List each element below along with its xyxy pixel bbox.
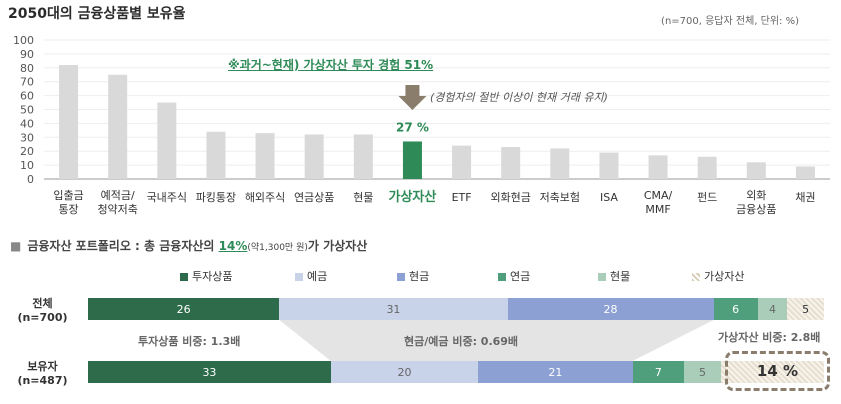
bar: [452, 145, 472, 179]
heading-suffix: 가 가상자산: [307, 239, 368, 253]
x-tick-label: 입출금 통장: [53, 189, 83, 216]
legend-label: 가상자산: [704, 270, 745, 283]
x-tick-label: 저축보험: [540, 191, 580, 204]
x-tick-label: 현물: [353, 191, 373, 204]
bar-segment: 5: [684, 361, 721, 383]
ratio-virtual: 가상자산 비중: 2.8배: [718, 331, 821, 344]
bar: [746, 162, 766, 179]
bar-segment: 6: [713, 298, 758, 320]
x-tick-label: 가상자산: [389, 189, 437, 205]
legend-swatch: [692, 273, 700, 281]
y-tick-label: 70: [20, 76, 34, 89]
bar: [304, 134, 324, 179]
bar-segment: 26: [88, 298, 280, 320]
legend-item: 가상자산: [692, 268, 744, 284]
y-tick-label: 100: [13, 34, 34, 47]
legend-label: 현금: [409, 270, 430, 283]
legend-item: 현금: [397, 268, 429, 284]
bar: [648, 155, 668, 179]
bar: [697, 156, 717, 179]
y-tick-label: 60: [20, 90, 34, 103]
legend-swatch: [295, 273, 303, 281]
page-title: 2050대의 금융상품별 보유율: [8, 6, 186, 22]
ratio-cash-deposit: 현금/예금 비중: 0.69배: [404, 335, 519, 348]
y-tick-label: 50: [20, 104, 34, 117]
row-label-holders-name: 보유자: [27, 360, 58, 373]
bar: [157, 102, 177, 179]
x-tick-label: 국내주식: [147, 191, 187, 204]
highlight-text: ※과거~현재) 가상자산 투자 경험 51%: [228, 58, 434, 72]
row-label-holders-n: (n=487): [17, 374, 68, 387]
y-tick-label: 40: [20, 117, 34, 130]
legend-swatch: [397, 273, 405, 281]
x-tick-label: ETF: [452, 191, 472, 204]
bar-segment: 33: [88, 361, 331, 383]
bar: [353, 134, 373, 179]
bullet-icon: ■: [10, 239, 22, 253]
virtual-asset-highlight-box: 14 %: [725, 351, 830, 391]
row-label-all-name: 전체: [32, 297, 53, 310]
legend-swatch: [180, 273, 188, 281]
y-tick-label: 10: [20, 159, 34, 172]
row-label-holders: 보유자 (n=487): [10, 360, 75, 388]
ratio-investment: 투자상품 비중: 1.3배: [138, 335, 241, 348]
y-tick-label: 90: [20, 48, 34, 61]
legend-label: 투자상품: [192, 270, 233, 283]
bar-segment: 5: [787, 298, 824, 320]
legend-label: 예금: [307, 270, 328, 283]
bar-segment: 20: [330, 361, 479, 383]
highlight-subtext: (경험자의 절반 이상이 현재 거래 유지): [430, 91, 608, 104]
bar: [206, 131, 226, 179]
bar: [108, 74, 128, 179]
x-tick-label: 채권: [795, 191, 815, 204]
x-tick-label: 펀드: [697, 191, 717, 204]
bar: [550, 148, 570, 179]
legend-swatch: [598, 273, 606, 281]
bar-segment: 21: [478, 361, 633, 383]
legend-item: 예금: [295, 268, 327, 284]
stacked-bar-holders: 33 20 21 7 5: [88, 361, 824, 383]
y-tick-label: 20: [20, 145, 34, 158]
x-tick-label: 외화현금: [490, 191, 530, 204]
bar-segment: 4: [757, 298, 788, 320]
portfolio-heading: ■ 금융자산 포트폴리오 : 총 금융자산의 14%(약1,300만 원)가 가상…: [10, 237, 367, 254]
bar-segment: 28: [507, 298, 714, 320]
legend-item: 투자상품: [180, 268, 232, 284]
bar-segment: [720, 361, 824, 383]
bar-segment: 7: [632, 361, 685, 383]
down-arrow-icon: [398, 85, 427, 110]
legend-item: 연금: [498, 268, 530, 284]
bar: [795, 166, 815, 179]
bar: [255, 133, 275, 179]
data-label: 27 %: [396, 120, 429, 134]
bar: [599, 152, 619, 179]
x-tick-label: 파킹통장: [196, 191, 236, 204]
heading-small: (약1,300만 원): [247, 243, 308, 253]
stacked-bar-all: 26 31 28 6 4 5: [88, 298, 824, 320]
legend-label: 연금: [510, 270, 531, 283]
x-tick-label: 외화 금융상품: [736, 189, 776, 216]
heading-prefix: 금융자산 포트폴리오 : 총 금융자산의: [27, 239, 219, 253]
row-label-all-n: (n=700): [17, 311, 68, 324]
bar: [501, 147, 521, 179]
bar: [59, 65, 79, 179]
y-tick-label: 30: [20, 131, 34, 144]
unit-note: (n=700, 응답자 전체, 단위: %): [661, 16, 799, 27]
heading-pct: 14%: [218, 239, 248, 253]
x-tick-label: 해외주식: [245, 190, 285, 204]
bar-segment: 31: [279, 298, 508, 320]
legend-item: 현물: [598, 268, 630, 284]
y-tick-label: 0: [27, 173, 34, 186]
x-tick-label: ISA: [600, 191, 618, 204]
bar: [402, 141, 422, 179]
x-tick-label: 예적금/청약저축: [97, 189, 137, 216]
x-tick-label: CMA/MMF: [644, 189, 673, 216]
legend-swatch: [498, 273, 506, 281]
x-tick-label: 연금상품: [294, 191, 334, 204]
y-tick-label: 80: [20, 62, 34, 75]
row-label-all: 전체 (n=700): [10, 297, 75, 325]
legend-label: 현물: [610, 270, 631, 283]
